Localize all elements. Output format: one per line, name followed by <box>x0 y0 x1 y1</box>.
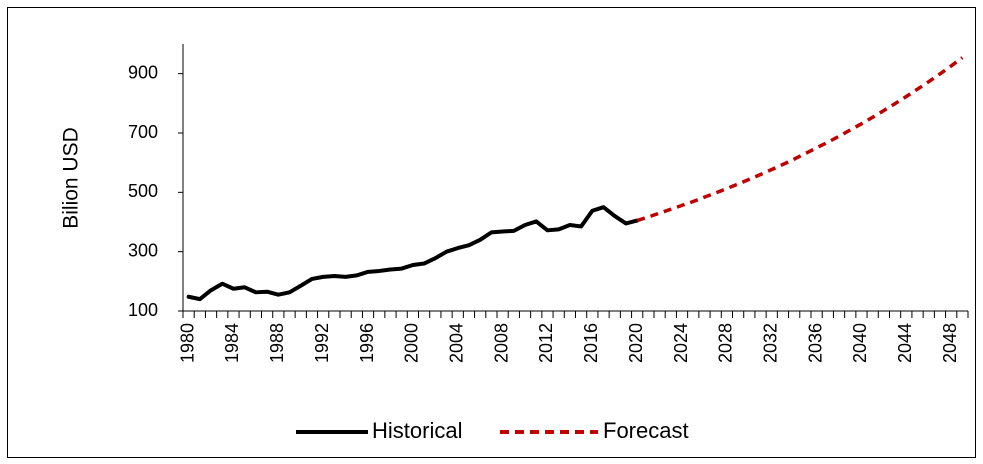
x-tick-label: 1996 <box>357 323 377 363</box>
y-tick-label: 300 <box>128 240 158 260</box>
series-line <box>636 56 964 223</box>
x-tick-label: 2036 <box>805 323 825 363</box>
legend-label: Forecast <box>603 418 689 443</box>
y-tick-label: 500 <box>128 181 158 201</box>
x-tick-label: 2044 <box>895 323 915 363</box>
y-tick-label: 100 <box>128 300 158 320</box>
x-tick-label: 1988 <box>267 323 287 363</box>
x-tick-label: 2048 <box>940 323 960 363</box>
x-tick-label: 2040 <box>850 323 870 363</box>
x-tick-label: 2008 <box>491 323 511 363</box>
x-tick-label: 1992 <box>312 323 332 363</box>
x-tick-label: 2012 <box>536 323 556 363</box>
x-tick-label: 2000 <box>402 323 422 363</box>
y-tick-label: 900 <box>128 62 158 82</box>
y-axis-label: Bilion USD <box>60 127 83 229</box>
x-tick-label: 2024 <box>671 323 691 363</box>
x-tick-label: 2028 <box>716 323 736 363</box>
series-line <box>186 205 640 302</box>
x-tick-label: 2032 <box>761 323 781 363</box>
x-tick-label: 2004 <box>447 323 467 363</box>
x-tick-label: 2020 <box>626 323 646 363</box>
x-tick-label: 1984 <box>222 323 242 363</box>
x-tick-label: 2016 <box>581 323 601 363</box>
x-tick-label: 1980 <box>177 323 197 363</box>
y-tick-label: 700 <box>128 122 158 142</box>
legend-label: Historical <box>372 418 462 443</box>
